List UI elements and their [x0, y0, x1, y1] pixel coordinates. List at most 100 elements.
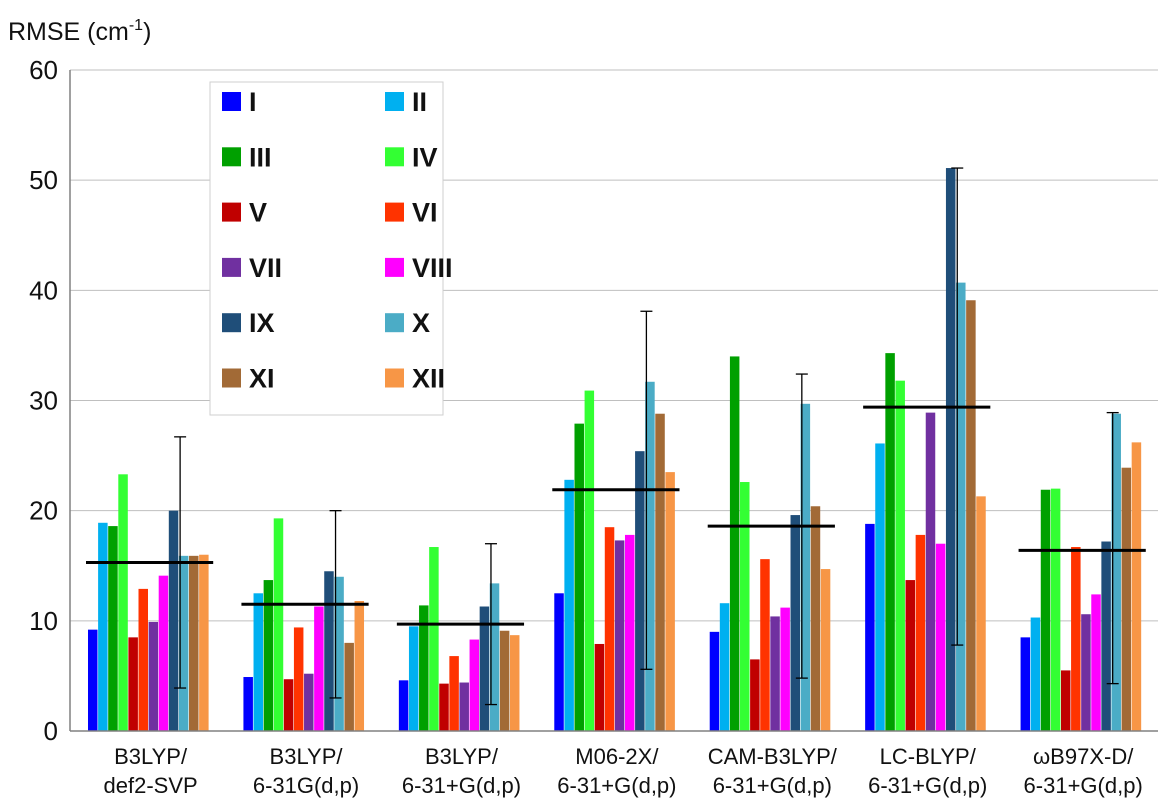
legend-swatch-II: [385, 92, 404, 111]
bar-III-5: [885, 353, 895, 731]
bar-V-0: [128, 637, 138, 731]
legend-swatch-I: [222, 92, 241, 111]
bar-VII-4: [770, 616, 780, 731]
bar-III-2: [419, 605, 429, 731]
bar-II-3: [564, 479, 574, 731]
legend-swatch-XI: [222, 368, 241, 388]
bar-IX-2: [479, 606, 490, 731]
bar-XI-4: [810, 506, 821, 731]
legend-label-VI: VI: [412, 198, 438, 228]
bar-XI-2: [499, 630, 510, 731]
legend-label-II: II: [412, 87, 427, 117]
bar-XII-6: [1131, 442, 1142, 731]
bar-VI-5: [915, 534, 926, 731]
legend-label-X: X: [412, 308, 430, 338]
legend-label-XI: XI: [249, 364, 275, 394]
bar-VI-1: [293, 627, 304, 731]
bar-III-0: [108, 526, 118, 731]
legend-swatch-X: [385, 313, 404, 333]
bar-VIII-0: [158, 575, 169, 731]
legend-label-IX: IX: [249, 308, 275, 338]
legend-label-V: V: [249, 198, 267, 228]
x-axis-category-labels: B3LYP/def2-SVP B3LYP/6-31G(d,p) B3LYP/6-31…: [104, 744, 1143, 798]
bar-V-6: [1060, 670, 1071, 731]
y-tick-label: 40: [29, 275, 58, 305]
bar-V-5: [905, 580, 916, 731]
category-label: B3LYP/: [114, 744, 188, 769]
bar-IV-0: [118, 474, 128, 731]
bar-XII-3: [665, 472, 675, 731]
y-axis-label: RMSE (cm-1): [8, 17, 151, 46]
bar-VII-0: [148, 621, 159, 731]
bar-I-6: [1020, 637, 1031, 731]
category-label: B3LYP/: [270, 744, 344, 769]
bar-I-2: [398, 680, 409, 731]
legend-label-III: III: [249, 142, 272, 172]
bar-VI-3: [604, 527, 615, 731]
bar-X-6: [1111, 413, 1121, 731]
y-axis-label-close: ): [143, 18, 151, 46]
bar-XII-5: [976, 496, 986, 731]
legend-label-XII: XII: [412, 364, 445, 394]
mean-lines: [86, 405, 1146, 626]
bar-VII-1: [304, 673, 314, 731]
bar-VIII-1: [314, 606, 324, 731]
legend-swatch-VII: [222, 257, 241, 277]
legend-label-VII: VII: [249, 253, 282, 283]
bar-VIII-5: [935, 543, 946, 731]
category-label: 6-31+G(d,p): [557, 773, 676, 798]
y-axis-label-superscript: -1: [129, 17, 143, 34]
y-tick-label: 60: [29, 55, 58, 85]
y-tick-label: 0: [44, 716, 58, 746]
category-label: CAM-B3LYP/: [708, 744, 838, 769]
bar-I-4: [709, 631, 720, 731]
bar-III-1: [263, 580, 274, 731]
bar-VIII-3: [624, 534, 635, 731]
bar-X-0: [178, 555, 189, 731]
category-label: 6-31+G(d,p): [402, 773, 521, 798]
legend-label-I: I: [249, 87, 257, 117]
legend-swatch-VIII: [385, 257, 404, 277]
legend-swatch-IX: [222, 313, 241, 333]
bar-V-4: [750, 659, 760, 731]
bar-IX-1: [324, 571, 334, 731]
bar-X-2: [489, 583, 500, 731]
bar-I-1: [243, 677, 253, 731]
bar-VI-0: [138, 588, 148, 731]
category-label: B3LYP/: [425, 744, 499, 769]
legend-swatch-VI: [385, 202, 404, 222]
legend-swatch-III: [222, 147, 241, 167]
legend-label-IV: IV: [412, 142, 438, 172]
bar-VIII-4: [780, 607, 790, 731]
bars: [88, 168, 1142, 731]
bar-VII-2: [459, 682, 469, 731]
y-axis-label-text: RMSE (cm: [8, 18, 129, 46]
legend-box: [209, 81, 444, 416]
bar-XI-6: [1121, 467, 1132, 731]
bar-VI-6: [1071, 547, 1081, 731]
bar-III-6: [1040, 489, 1051, 731]
bar-II-4: [719, 603, 730, 731]
bar-IV-4: [740, 482, 750, 731]
bar-IV-1: [273, 518, 284, 731]
bar-V-2: [439, 683, 449, 731]
bar-IV-5: [895, 380, 905, 731]
bar-IX-4: [790, 515, 801, 731]
bar-XII-0: [199, 554, 209, 731]
y-tick-label: 30: [29, 386, 58, 416]
category-label: 6-31G(d,p): [253, 773, 359, 798]
category-label: def2-SVP: [104, 773, 198, 798]
bar-IX-6: [1101, 541, 1111, 731]
bar-IV-2: [429, 547, 439, 731]
bar-X-5: [956, 282, 966, 731]
bar-II-5: [875, 443, 885, 731]
bar-XII-4: [820, 569, 831, 731]
bar-XII-1: [354, 601, 365, 731]
bar-III-4: [729, 356, 740, 731]
category-label: LC-BLYP/: [880, 744, 977, 769]
error-bars: [174, 167, 1119, 706]
y-tick-label: 50: [29, 165, 58, 195]
category-label: ωB97X-D/: [1033, 744, 1134, 769]
bar-VII-5: [925, 412, 936, 731]
